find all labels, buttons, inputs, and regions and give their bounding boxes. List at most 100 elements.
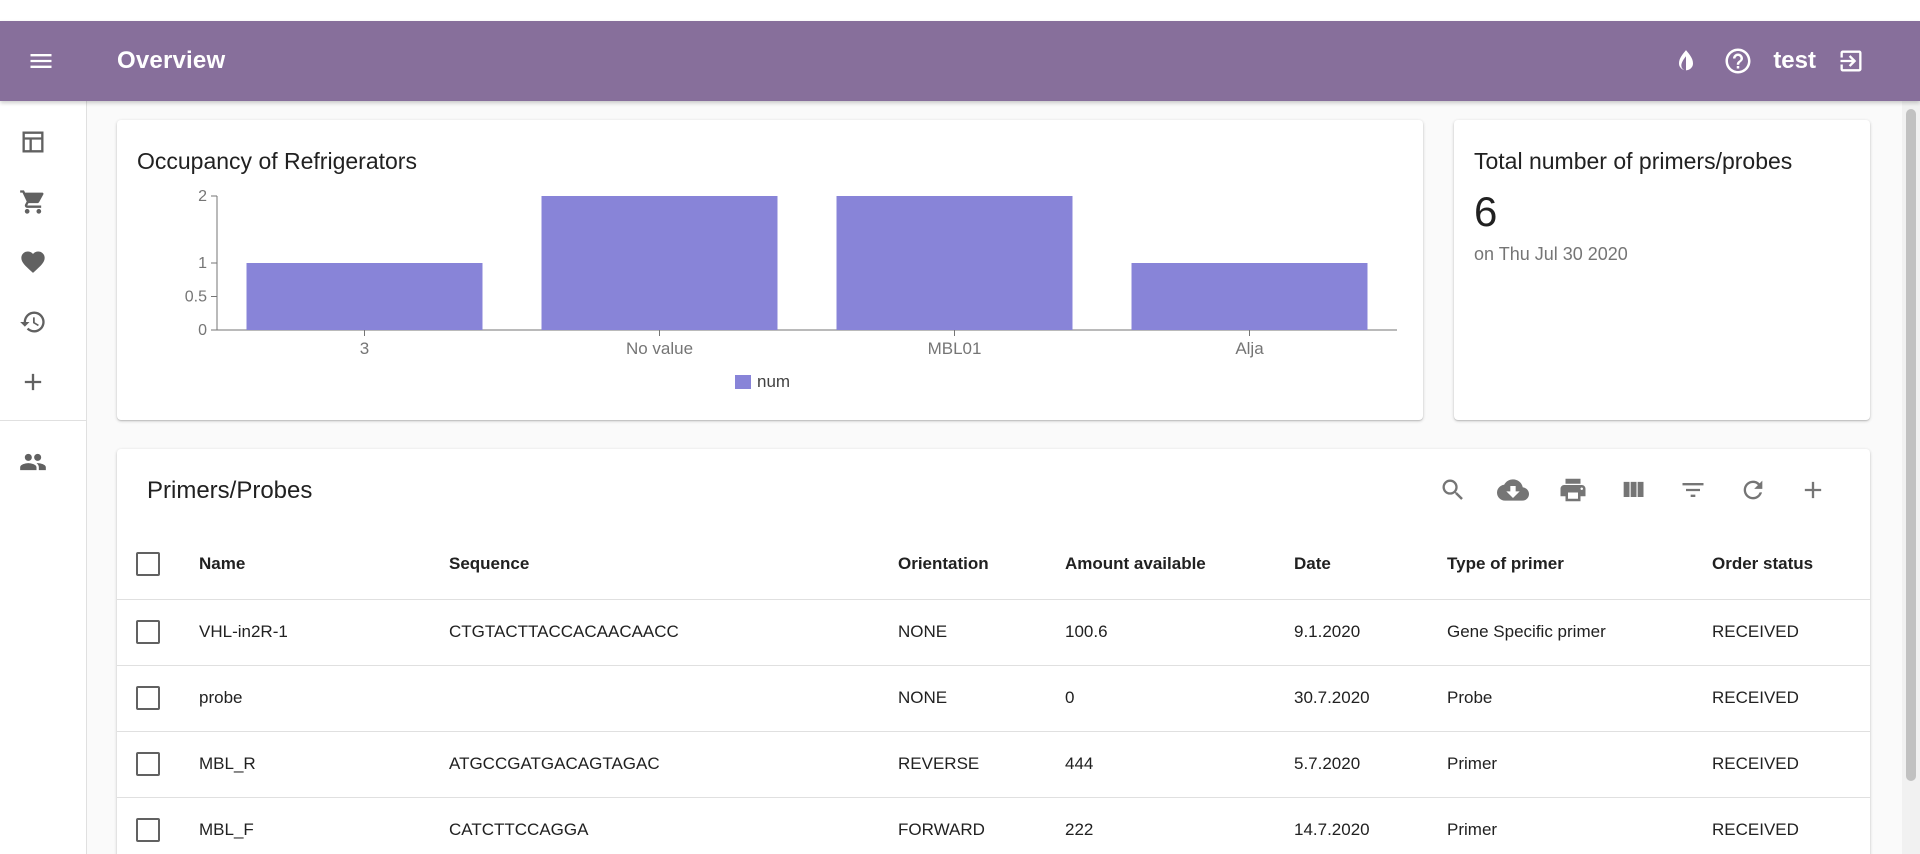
cart-icon[interactable] — [16, 185, 50, 219]
columns-icon[interactable] — [1616, 473, 1650, 507]
table-row[interactable]: probe NONE 0 30.7.2020 Probe RECEIVED — [117, 665, 1870, 732]
stat-title: Total number of primers/probes — [1474, 148, 1793, 174]
legend-swatch — [735, 375, 751, 389]
sidebar-divider — [0, 420, 86, 421]
cell-amount: 0 — [1065, 665, 1294, 732]
column-header-name[interactable]: Name — [199, 529, 449, 600]
row-select-cell — [117, 797, 199, 854]
scrollbar-thumb[interactable] — [1906, 109, 1916, 781]
cell-amount: 222 — [1065, 797, 1294, 854]
row-select-cell — [117, 731, 199, 798]
bar — [246, 263, 483, 330]
add-primer-icon[interactable] — [1796, 473, 1830, 507]
page-scrollbar[interactable] — [1902, 101, 1920, 854]
cell-sequence: CATCTTCCAGGA — [449, 797, 898, 854]
x-tick-label: MBL01 — [928, 339, 982, 358]
column-header-sequence[interactable]: Sequence — [449, 529, 898, 600]
column-header-orientation[interactable]: Orientation — [898, 529, 1065, 600]
cell-name: probe — [199, 665, 449, 732]
cell-status: RECEIVED — [1712, 665, 1870, 732]
people-icon[interactable] — [16, 445, 50, 479]
add-icon[interactable] — [16, 365, 50, 399]
row-checkbox[interactable] — [136, 818, 160, 842]
chart-title: Occupancy of Refrigerators — [137, 148, 417, 174]
select-all-cell — [117, 529, 199, 600]
row-checkbox[interactable] — [136, 620, 160, 644]
cell-type: Primer — [1447, 731, 1712, 798]
occupancy-chart-card: Occupancy of Refrigerators 0 0.5 1 2 3 No val… — [117, 120, 1423, 420]
primers-table-card: Primers/Probes Name — [117, 449, 1870, 854]
print-icon[interactable] — [1556, 473, 1590, 507]
bar-chart: 0 0.5 1 2 3 No value MBL01 Alja — [185, 188, 1397, 358]
legend-label: num — [757, 372, 791, 391]
top-strip — [0, 0, 1920, 21]
y-tick-label: 0.5 — [185, 289, 207, 306]
logout-icon[interactable] — [1834, 44, 1868, 78]
table-row[interactable]: VHL-in2R-1 CTGTACTTACCACAACAACC NONE 100… — [117, 599, 1870, 666]
y-tick-label: 0 — [198, 322, 207, 339]
cell-amount: 444 — [1065, 731, 1294, 798]
cell-sequence: ATGCCGATGACAGTAGAC — [449, 731, 898, 798]
table-row[interactable]: MBL_F CATCTTCCAGGA FORWARD 222 14.7.2020… — [117, 797, 1870, 854]
table-title: Primers/Probes — [147, 477, 313, 504]
cell-name: MBL_F — [199, 797, 449, 854]
cloud-download-icon[interactable] — [1496, 473, 1530, 507]
total-primers-card: Total number of primers/probes 6 on Thu … — [1454, 120, 1870, 420]
x-tick-label: No value — [626, 339, 693, 358]
table-icon[interactable] — [16, 125, 50, 159]
bar — [1131, 263, 1368, 330]
chart-legend: num — [735, 372, 790, 392]
x-tick-label: 3 — [360, 339, 369, 358]
bar — [836, 196, 1073, 330]
history-icon[interactable] — [16, 305, 50, 339]
stat-date: on Thu Jul 30 2020 — [1474, 244, 1628, 264]
row-select-cell — [117, 599, 199, 666]
cell-status: RECEIVED — [1712, 599, 1870, 666]
cell-status: RECEIVED — [1712, 731, 1870, 798]
search-icon[interactable] — [1436, 473, 1470, 507]
page-title: Overview — [117, 47, 226, 74]
cell-name: MBL_R — [199, 731, 449, 798]
cell-type: Gene Specific primer — [1447, 599, 1712, 666]
cell-date: 5.7.2020 — [1294, 731, 1447, 798]
cell-date: 14.7.2020 — [1294, 797, 1447, 854]
cell-orientation: REVERSE — [898, 731, 1065, 798]
table-toolbar — [1436, 473, 1830, 507]
column-header-type[interactable]: Type of primer — [1447, 529, 1712, 600]
row-select-cell — [117, 665, 199, 732]
cell-orientation: NONE — [898, 665, 1065, 732]
app-bar: Overview test — [0, 21, 1920, 101]
cell-amount: 100.6 — [1065, 599, 1294, 666]
cell-status: RECEIVED — [1712, 797, 1870, 854]
sidebar — [0, 101, 87, 854]
y-tick-label: 1 — [198, 255, 207, 272]
cell-type: Primer — [1447, 797, 1712, 854]
table-header-row: Name Sequence Orientation Amount availab… — [117, 529, 1870, 600]
cell-date: 9.1.2020 — [1294, 599, 1447, 666]
menu-icon[interactable] — [26, 47, 56, 75]
bar — [541, 196, 778, 330]
help-icon[interactable] — [1721, 44, 1755, 78]
cell-type: Probe — [1447, 665, 1712, 732]
stat-value: 6 — [1474, 188, 1498, 235]
column-header-status[interactable]: Order status — [1712, 529, 1870, 600]
column-header-amount[interactable]: Amount available — [1065, 529, 1294, 600]
theme-toggle-icon[interactable] — [1669, 44, 1703, 78]
column-header-date[interactable]: Date — [1294, 529, 1447, 600]
table-row[interactable]: MBL_R ATGCCGATGACAGTAGAC REVERSE 444 5.7… — [117, 731, 1870, 798]
heart-icon[interactable] — [16, 245, 50, 279]
cell-sequence: CTGTACTTACCACAACAACC — [449, 599, 898, 666]
refresh-icon[interactable] — [1736, 473, 1770, 507]
filter-icon[interactable] — [1676, 473, 1710, 507]
row-checkbox[interactable] — [136, 752, 160, 776]
cell-sequence — [449, 665, 898, 732]
cell-orientation: NONE — [898, 599, 1065, 666]
cell-name: VHL-in2R-1 — [199, 599, 449, 666]
x-tick-label: Alja — [1235, 339, 1264, 358]
select-all-checkbox[interactable] — [136, 551, 160, 576]
cell-date: 30.7.2020 — [1294, 665, 1447, 732]
primers-table: Name Sequence Orientation Amount availab… — [117, 529, 1870, 854]
y-tick-label: 2 — [198, 188, 207, 205]
cell-orientation: FORWARD — [898, 797, 1065, 854]
row-checkbox[interactable] — [136, 686, 160, 710]
